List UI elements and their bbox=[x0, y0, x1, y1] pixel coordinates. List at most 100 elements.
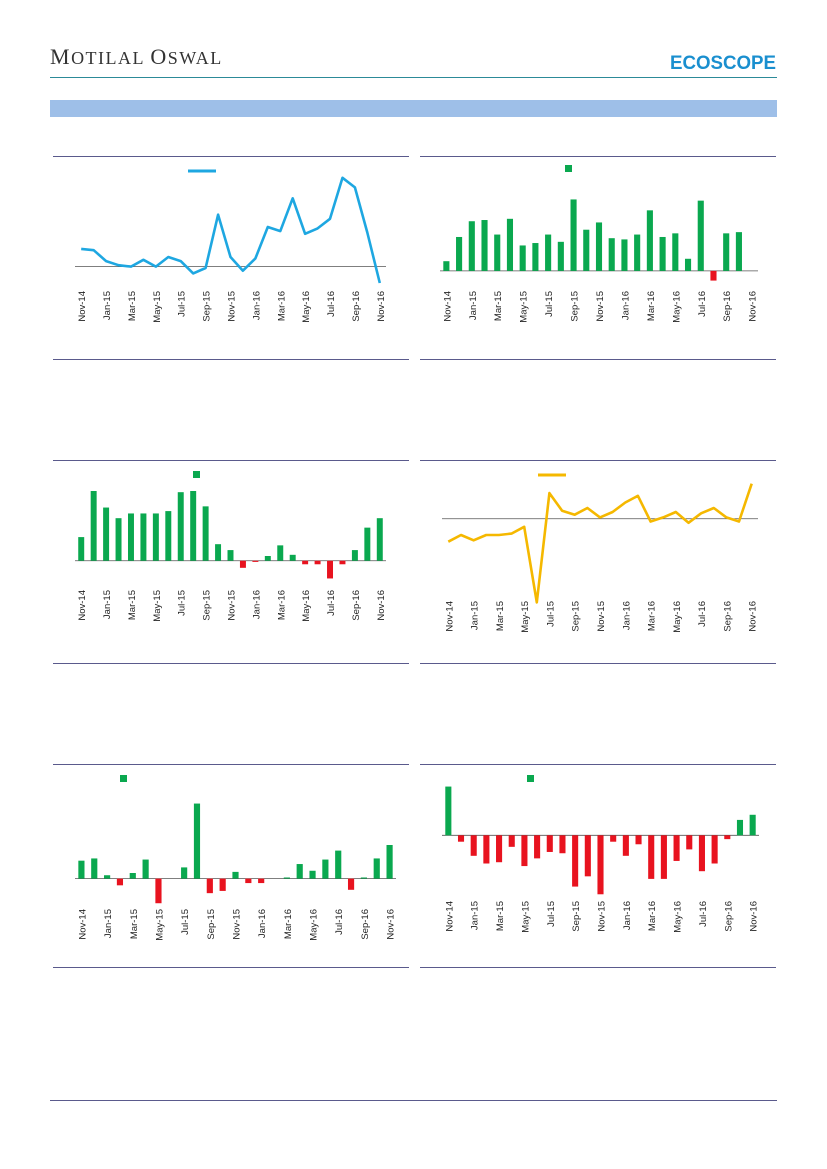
header-rule bbox=[50, 77, 777, 78]
legend-marker bbox=[193, 471, 200, 478]
bar-Dec-14 bbox=[90, 491, 97, 561]
bar-Oct-16 bbox=[735, 232, 742, 271]
bar-Jul-15 bbox=[546, 835, 553, 852]
tick-label: May-15 bbox=[152, 291, 163, 323]
bar-Mar-15 bbox=[127, 513, 134, 561]
tick-label: Nov-16 bbox=[376, 590, 387, 621]
legend-marker bbox=[120, 775, 127, 782]
tick-label: May-16 bbox=[301, 291, 312, 323]
tick-label: Nov-16 bbox=[749, 901, 760, 932]
tick-label: May-15 bbox=[154, 909, 165, 941]
tick-label: Sep-16 bbox=[723, 901, 734, 932]
bar-Sep-16 bbox=[360, 877, 367, 879]
bar-Jan-16 bbox=[622, 835, 629, 856]
bar-Jan-16 bbox=[252, 560, 259, 562]
tick-label: Nov-15 bbox=[595, 291, 606, 322]
bar-Feb-16 bbox=[264, 556, 271, 561]
tick-label: Jan-15 bbox=[470, 601, 481, 630]
tick-label: May-16 bbox=[301, 590, 312, 622]
tick-label: Jul-15 bbox=[177, 590, 188, 616]
series-line bbox=[81, 176, 382, 284]
bar-Jul-16 bbox=[698, 835, 705, 872]
bar-Aug-16 bbox=[347, 878, 355, 890]
bar-Nov-14 bbox=[78, 860, 85, 879]
chart-panel-2: Nov-14 Jan-15 Mar-15 May-15 Jul-15 Sep-15 Nov-… bbox=[420, 156, 776, 361]
bar-Dec-14 bbox=[457, 835, 465, 842]
bar-May-16 bbox=[302, 560, 309, 565]
ecoscope-logo: ECOSCOPE bbox=[670, 53, 776, 74]
tick-label: Nov-16 bbox=[376, 291, 387, 322]
chart-panel-5: Nov-14 Jan-15 Mar-15 May-15 Jul-15 Sep-15 Nov-… bbox=[53, 764, 409, 969]
bar-Nov-15 bbox=[595, 222, 603, 271]
tick-label: Sep-16 bbox=[722, 291, 733, 322]
tick-label: Jan-16 bbox=[251, 590, 262, 619]
tick-label: Sep-15 bbox=[206, 909, 217, 940]
bar-Feb-15 bbox=[483, 835, 490, 864]
tick-label: Nov-15 bbox=[596, 601, 607, 632]
bar-Nov-14 bbox=[443, 261, 450, 271]
chart-3: Nov-14 Jan-15 Mar-15 May-15 Jul-15 Sep-15 Nov-… bbox=[75, 471, 387, 622]
tick-label: Nov-16 bbox=[748, 291, 759, 322]
bar-May-15 bbox=[155, 878, 162, 904]
legend-marker bbox=[565, 165, 572, 172]
tick-label: Nov-14 bbox=[77, 291, 88, 322]
bar-Sep-15 bbox=[572, 835, 579, 887]
bar-May-16 bbox=[673, 835, 680, 861]
bar-Mar-16 bbox=[646, 210, 653, 271]
tick-label: Sep-15 bbox=[202, 590, 213, 621]
bar-Aug-15 bbox=[557, 241, 564, 271]
bar-Feb-16 bbox=[635, 835, 642, 845]
bar-Apr-16 bbox=[659, 236, 666, 271]
tick-label: Sep-16 bbox=[351, 291, 362, 322]
bar-May-16 bbox=[672, 233, 679, 271]
tick-label: Nov-15 bbox=[227, 590, 238, 621]
chart-1: Nov-14 Jan-15 Mar-15 May-15 Jul-15 Sep-15 Nov-… bbox=[75, 169, 387, 323]
bar-Apr-16 bbox=[660, 835, 667, 879]
tick-label: Jul-15 bbox=[544, 291, 555, 317]
footer-rule bbox=[50, 1100, 777, 1101]
bar-Aug-16 bbox=[710, 270, 717, 281]
tick-label: Nov-16 bbox=[748, 601, 759, 632]
bar-Jun-16 bbox=[314, 560, 321, 565]
bar-Jun-16 bbox=[322, 859, 329, 879]
tick-label: May-15 bbox=[520, 601, 531, 633]
bar-Oct-15 bbox=[215, 544, 222, 561]
tick-label: Sep-15 bbox=[570, 291, 581, 322]
bar-Aug-16 bbox=[711, 835, 718, 864]
tick-label: Mar-15 bbox=[127, 291, 138, 321]
bar-Mar-15 bbox=[129, 873, 136, 879]
bar-Nov-15 bbox=[227, 550, 234, 561]
tick-label: Jul-15 bbox=[546, 901, 557, 927]
bar-Jun-16 bbox=[686, 835, 693, 850]
bar-Jul-15 bbox=[181, 867, 188, 879]
bar-Jun-15 bbox=[165, 511, 172, 561]
tick-label: Nov-14 bbox=[444, 601, 455, 632]
bar-Apr-16 bbox=[289, 554, 296, 561]
tick-label: Jan-15 bbox=[468, 291, 479, 320]
tick-label: Jul-16 bbox=[698, 901, 709, 927]
tick-label: Sep-15 bbox=[571, 601, 582, 632]
bar-Mar-16 bbox=[277, 545, 284, 561]
tick-label: Nov-14 bbox=[442, 291, 453, 322]
bar-May-15 bbox=[152, 513, 159, 561]
tick-label: Jan-16 bbox=[621, 601, 632, 630]
tick-label: Nov-15 bbox=[597, 901, 608, 932]
tick-label: Jul-16 bbox=[326, 291, 337, 317]
tick-label: Jan-16 bbox=[257, 909, 268, 938]
bar-Sep-16 bbox=[723, 233, 730, 271]
bar-Apr-15 bbox=[506, 218, 514, 271]
tick-label: Mar-15 bbox=[127, 590, 138, 620]
tick-label: May-16 bbox=[671, 291, 682, 323]
bar-Nov-15 bbox=[597, 835, 604, 895]
tick-label: Mar-16 bbox=[646, 291, 657, 321]
tick-label: May-15 bbox=[519, 291, 530, 323]
bar-Jan-15 bbox=[104, 875, 111, 879]
chart-panel-1: Nov-14 Jan-15 Mar-15 May-15 Jul-15 Sep-15 Nov-… bbox=[53, 156, 409, 361]
bar-Oct-15 bbox=[219, 878, 226, 891]
bar-Mar-15 bbox=[496, 835, 503, 863]
legend-marker bbox=[527, 775, 534, 782]
bar-Jul-16 bbox=[327, 560, 334, 579]
tick-label: May-16 bbox=[309, 909, 320, 941]
bar-May-16 bbox=[309, 870, 316, 879]
chart-4: Nov-14 Jan-15 Mar-15 May-15 Jul-15 Sep-15 Nov-… bbox=[442, 473, 759, 633]
